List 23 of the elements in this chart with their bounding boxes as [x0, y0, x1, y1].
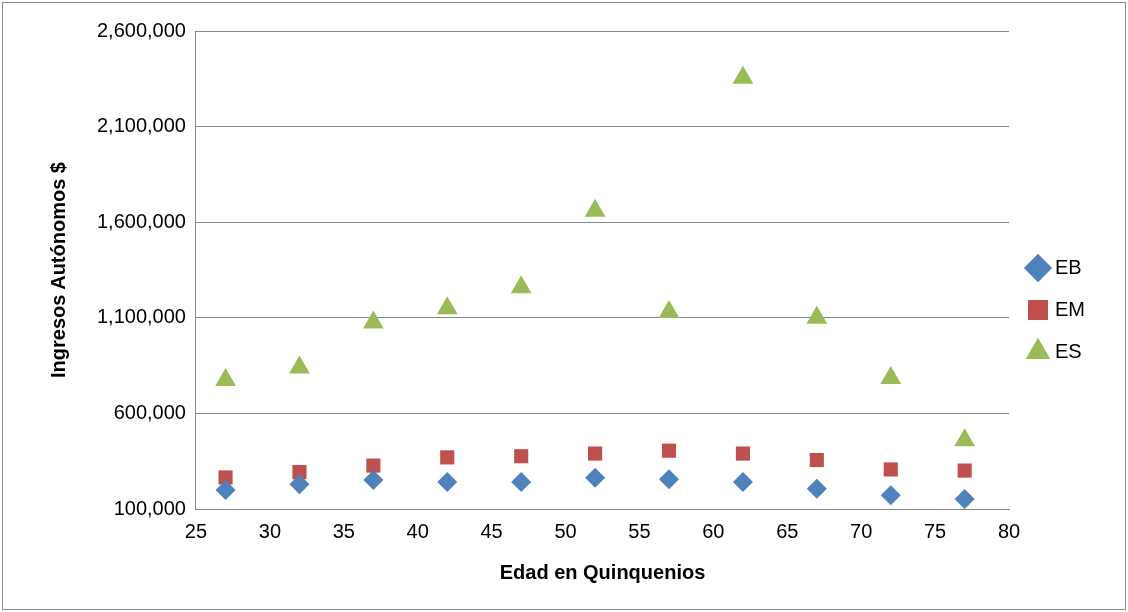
legend-label: EB — [1055, 255, 1082, 278]
y-axis-title: Ingresos Autónomos $ — [46, 162, 69, 378]
legend-label: ES — [1055, 339, 1082, 362]
x-tick-label: 75 — [923, 519, 947, 542]
y-tick-label: 1,100,000 — [96, 305, 186, 328]
x-tick-label: 65 — [776, 519, 799, 542]
x-tick-label: 80 — [997, 519, 1021, 542]
x-tick-label: 35 — [332, 519, 355, 542]
x-tick-label: 55 — [628, 519, 651, 542]
x-axis-title: Edad en Quinquenios — [499, 560, 706, 583]
x-tick-label: 40 — [406, 519, 429, 542]
x-tick-label: 70 — [850, 519, 873, 542]
x-tick-label: 50 — [554, 519, 577, 542]
y-tick-label: 100,000 — [113, 496, 186, 519]
y-tick-label: 2,100,000 — [96, 114, 186, 137]
y-tick-label: 600,000 — [113, 400, 186, 423]
x-tick-label: 30 — [258, 519, 282, 542]
y-tick-label: 2,600,000 — [96, 18, 186, 41]
x-tick-label: 60 — [702, 519, 725, 542]
y-tick-label: 1,600,000 — [96, 209, 186, 232]
legend-label: EM — [1055, 297, 1085, 320]
x-tick-label: 25 — [184, 519, 208, 542]
x-tick-label: 45 — [480, 519, 503, 542]
